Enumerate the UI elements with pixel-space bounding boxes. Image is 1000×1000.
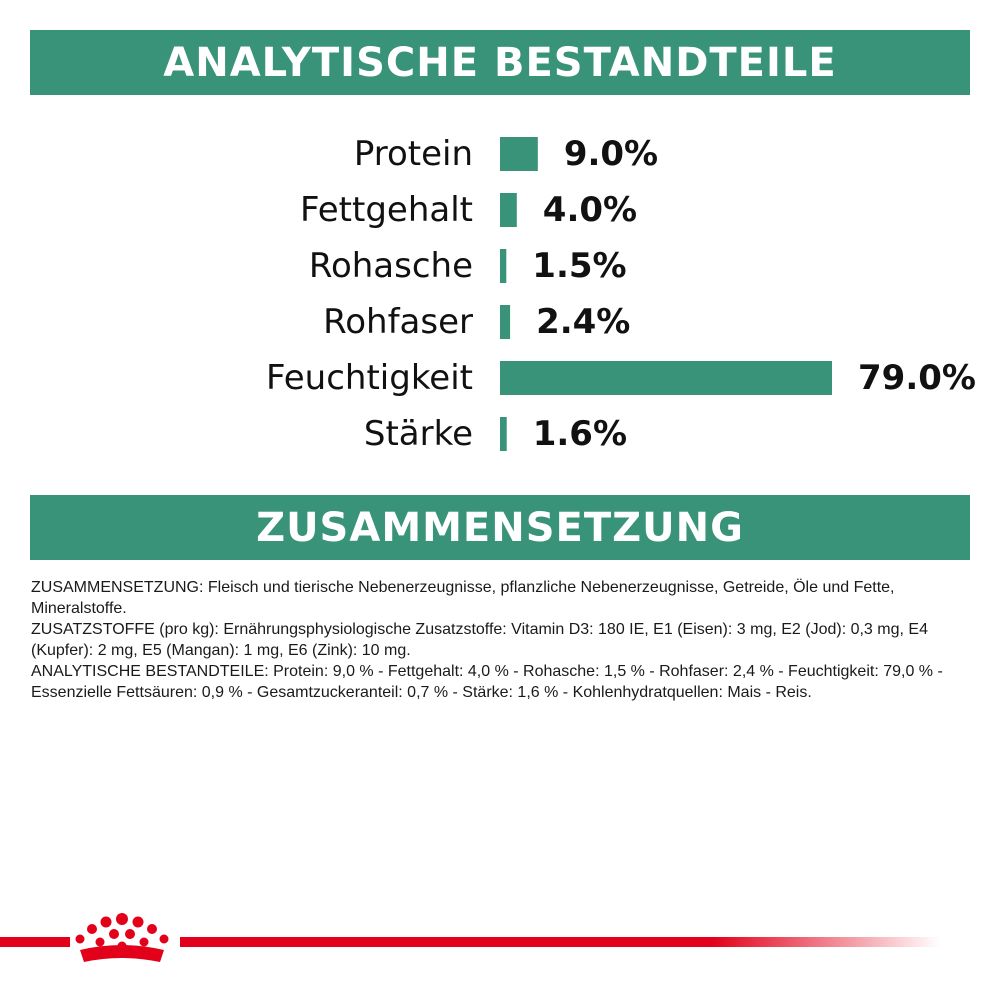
value-labels: 9.0% 4.0% 1.5% 2.4% 79.0% 1.6%	[532, 134, 976, 454]
value-label-rohfaser: 2.4%	[536, 302, 630, 342]
bar-starke	[500, 417, 507, 451]
bar-rohasche	[500, 249, 507, 283]
value-label-starke: 1.6%	[533, 414, 627, 454]
category-label-starke: Stärke	[364, 414, 473, 454]
category-label-fettgehalt: Fettgehalt	[300, 190, 473, 230]
category-labels: Protein Fettgehalt Rohasche Rohfaser Feuchti…	[266, 134, 473, 454]
bar-protein	[500, 137, 538, 171]
value-label-fettgehalt: 4.0%	[543, 190, 637, 230]
section-title-composition: ZUSAMMENSETZUNG	[256, 504, 744, 551]
footer-stripe-right	[180, 937, 940, 947]
footer-stripe-left	[0, 937, 70, 947]
value-label-rohasche: 1.5%	[532, 246, 626, 286]
bar-fettgehalt	[500, 193, 517, 227]
category-label-rohfaser: Rohfaser	[323, 302, 473, 342]
bars	[500, 137, 832, 451]
additives-line: ZUSATZSTOFFE (pro kg): Ernährungsphysiol…	[31, 621, 928, 659]
category-label-rohasche: Rohasche	[309, 246, 473, 286]
value-label-protein: 9.0%	[564, 134, 658, 174]
nutrient-bar-chart: Protein Fettgehalt Rohasche Rohfaser Feuchti…	[266, 134, 976, 454]
royal-canin-crown-icon	[75, 913, 169, 962]
category-label-protein: Protein	[354, 134, 473, 174]
bar-rohfaser	[500, 305, 511, 339]
section-title-analytical: ANALYTISCHE BESTANDTEILE	[163, 39, 837, 86]
section-header-analytical: ANALYTISCHE BESTANDTEILE	[30, 30, 970, 95]
analytical-line: ANALYTISCHE BESTANDTEILE: Protein: 9,0 %…	[31, 663, 943, 701]
composition-text-block: ZUSAMMENSETZUNG: Fleisch und tierische N…	[31, 577, 971, 703]
section-header-composition: ZUSAMMENSETZUNG	[30, 495, 970, 560]
composition-line: ZUSAMMENSETZUNG: Fleisch und tierische N…	[31, 579, 895, 617]
category-label-feuchtigkeit: Feuchtigkeit	[266, 358, 473, 398]
bar-feuchtigkeit	[500, 361, 832, 395]
value-label-feuchtigkeit: 79.0%	[858, 358, 976, 398]
